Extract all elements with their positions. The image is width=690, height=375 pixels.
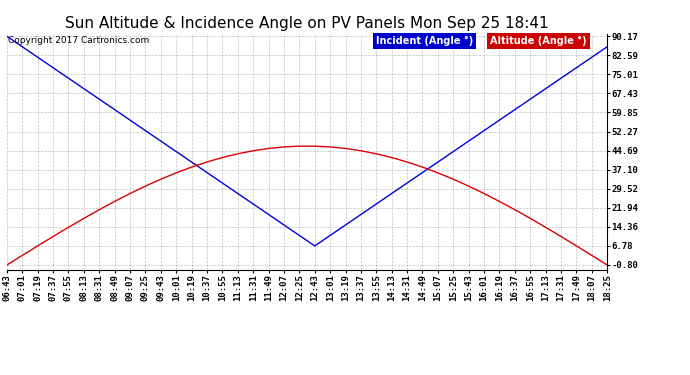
Text: Altitude (Angle °): Altitude (Angle °) [490, 36, 586, 46]
Text: Copyright 2017 Cartronics.com: Copyright 2017 Cartronics.com [8, 36, 149, 45]
Title: Sun Altitude & Incidence Angle on PV Panels Mon Sep 25 18:41: Sun Altitude & Incidence Angle on PV Pan… [66, 16, 549, 31]
Text: Incident (Angle °): Incident (Angle °) [376, 36, 473, 46]
